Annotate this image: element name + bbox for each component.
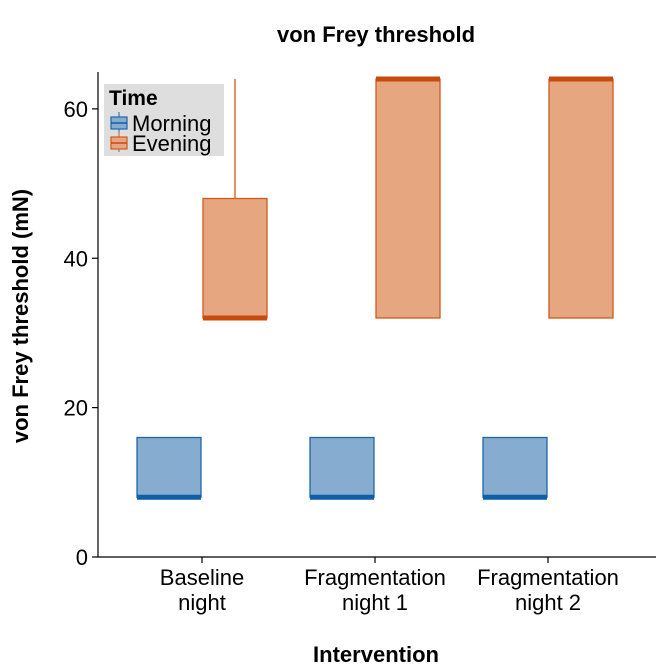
median-line-evening <box>376 76 440 82</box>
legend-label-evening: Evening <box>132 131 212 156</box>
box-morning <box>136 436 202 498</box>
x-tick-label: Baseline <box>160 565 244 590</box>
y-tick-label: 0 <box>76 545 88 570</box>
median-line-morning <box>310 494 374 500</box>
box-evening <box>202 197 268 319</box>
chart-title: von Frey threshold <box>277 22 475 47</box>
median-line-evening <box>203 315 267 321</box>
box-morning <box>309 436 375 498</box>
y-tick-label: 60 <box>64 97 88 122</box>
x-axis-title: Intervention <box>313 642 439 667</box>
legend-label-morning: Morning <box>132 111 211 136</box>
median-line-evening <box>549 76 613 82</box>
median-line-morning <box>137 494 201 500</box>
y-tick-label: 20 <box>64 396 88 421</box>
y-tick-label: 40 <box>64 246 88 271</box>
box-evening <box>548 78 614 319</box>
box-morning <box>482 436 548 498</box>
y-axis-title: von Frey threshold (mN) <box>8 189 33 443</box>
x-tick-label: Fragmentation <box>304 565 446 590</box>
x-tick-label: night 2 <box>515 590 581 615</box>
x-tick-label: night <box>178 590 226 615</box>
box-evening <box>375 78 441 319</box>
median-line-morning <box>483 494 547 500</box>
x-tick-label: Fragmentation <box>477 565 619 590</box>
x-tick-label: night 1 <box>342 590 408 615</box>
legend-title: Time <box>109 87 158 110</box>
